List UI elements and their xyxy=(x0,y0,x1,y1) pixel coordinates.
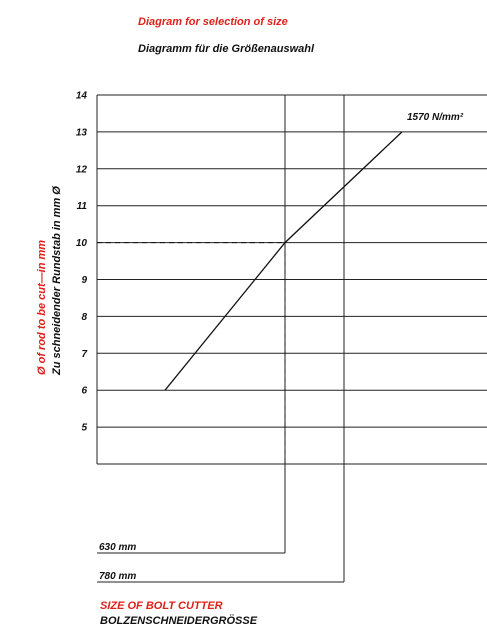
y-tick-label-9: 9 xyxy=(81,275,87,286)
y-tick-label-5: 5 xyxy=(81,423,87,434)
y-tick-labels: 14 13 12 11 10 9 8 7 6 5 xyxy=(76,91,88,434)
y-tick-label-12: 12 xyxy=(76,164,88,175)
y-axis-label-en: Ø of rod to be cut—in mm xyxy=(36,240,48,375)
x-axis-label-en: SIZE OF BOLT CUTTER xyxy=(100,600,223,612)
series-line-0 xyxy=(164,131,403,391)
chart-title-de: Diagramm für die Größenauswahl xyxy=(138,43,315,55)
chart-grid xyxy=(96,94,487,465)
y-tick-label-10: 10 xyxy=(76,238,88,249)
y-tick-label-8: 8 xyxy=(81,312,87,323)
y-tick-label-6: 6 xyxy=(81,386,87,397)
y-tick-label-13: 13 xyxy=(76,127,88,138)
size-markers: 630 mm 780 mm xyxy=(97,95,345,583)
x-axis-label-de: BOLZENSCHNEIDERGRÖSSE xyxy=(100,614,258,627)
series-lines: 1570 N/mm² xyxy=(97,112,464,464)
series-label-0: 1570 N/mm² xyxy=(407,112,464,123)
y-tick-label-7: 7 xyxy=(81,349,87,360)
marker-label-1: 780 mm xyxy=(99,571,136,582)
y-tick-label-14: 14 xyxy=(76,91,88,102)
y-tick-label-11: 11 xyxy=(77,201,88,212)
marker-label-0: 630 mm xyxy=(99,542,136,553)
y-axis-label-de: Zu schneidender Rundstab in mm Ø xyxy=(51,186,63,376)
chart-title-en: Diagram for selection of size xyxy=(138,16,288,28)
